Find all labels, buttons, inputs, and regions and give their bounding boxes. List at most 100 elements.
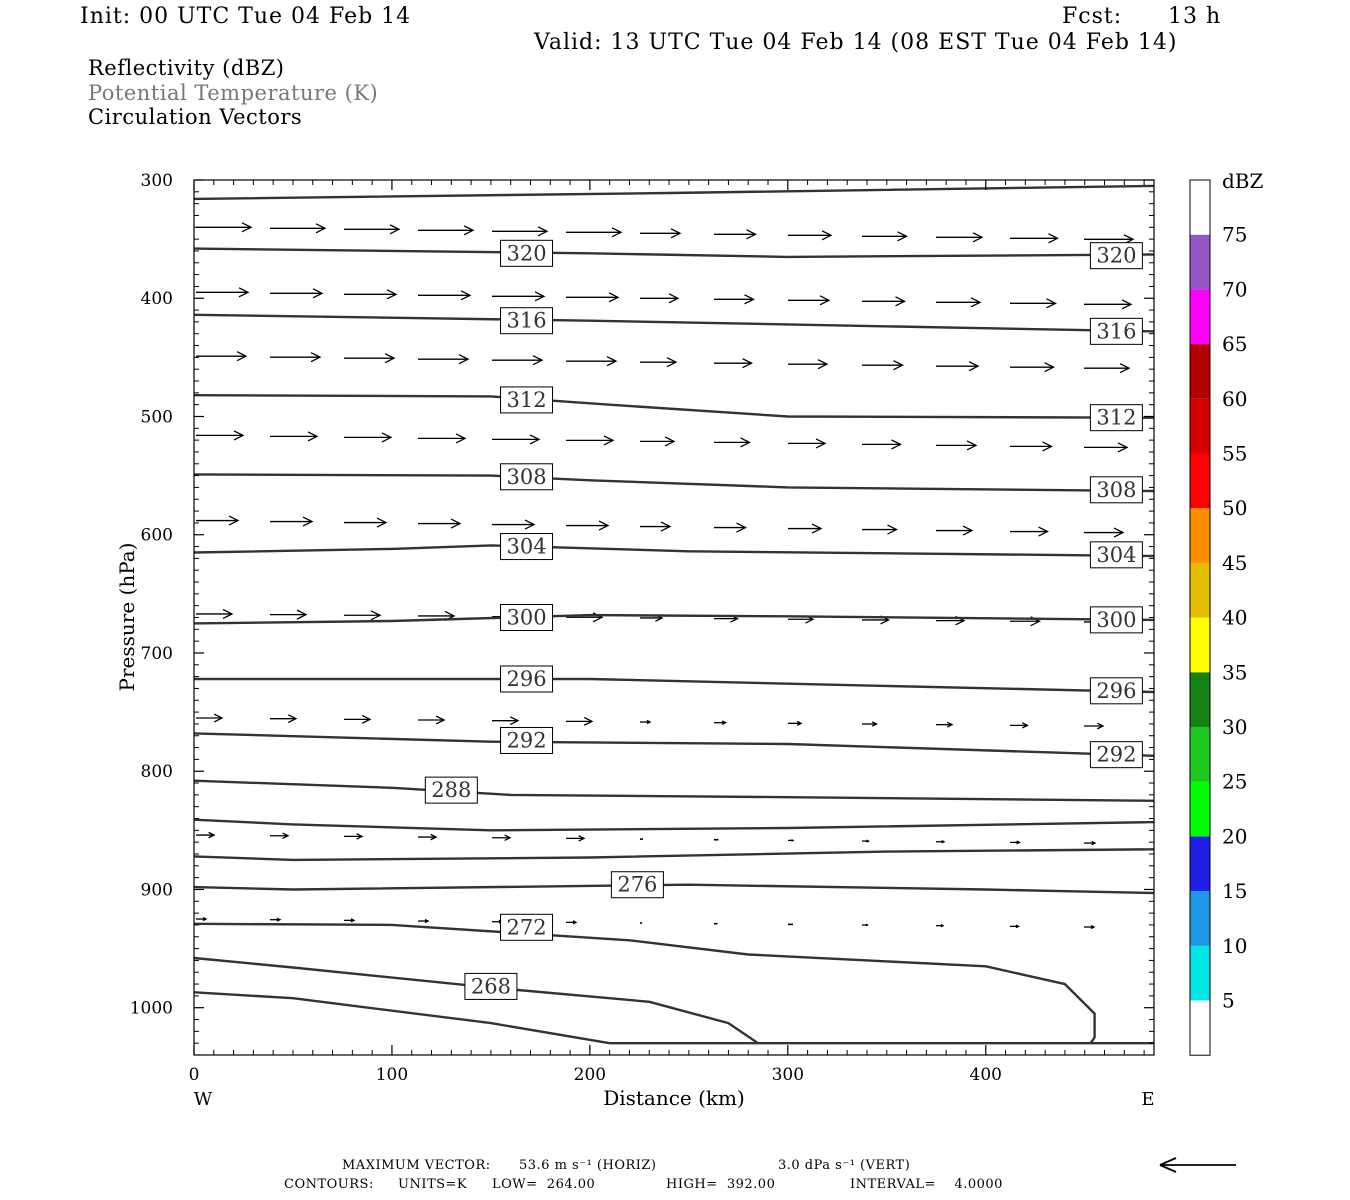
circulation-vector [344, 353, 396, 364]
colorbar-title: dBZ [1222, 169, 1264, 193]
field-reflectivity: Reflectivity (dBZ) [88, 56, 285, 80]
circulation-vector [936, 297, 982, 308]
circulation-vector [492, 519, 536, 530]
circulation-vector [936, 440, 978, 451]
circulation-vector [862, 296, 906, 307]
circulation-vector [566, 356, 618, 367]
colorbar-tick-label: 40 [1222, 606, 1247, 630]
theta-contour [194, 313, 1154, 333]
y-tick-label: 500 [141, 407, 173, 427]
circulation-vector [1010, 298, 1057, 309]
theta-contour [194, 247, 1154, 259]
circulation-vector [566, 716, 594, 726]
circulation-vector [196, 831, 216, 839]
y-axis-title: Pressure (hPa) [115, 543, 139, 692]
colorbar-segment [1190, 453, 1210, 509]
contour-label: 304 [500, 533, 554, 561]
contour-label: 316 [500, 307, 554, 335]
colorbar-segment [1190, 727, 1210, 782]
contours-label: CONTOURS: [284, 1177, 374, 1192]
contour-label: 276 [610, 871, 664, 899]
contours-units: UNITS=K [398, 1177, 468, 1192]
svg-text:296: 296 [506, 667, 546, 691]
circulation-vector [1010, 840, 1021, 845]
theta-contour [194, 544, 1154, 558]
circulation-vector [270, 917, 282, 922]
circulation-vector [1010, 233, 1059, 244]
circulation-vector [344, 289, 398, 300]
circulation-vector [270, 288, 324, 299]
colorbar-tick-label: 50 [1222, 496, 1247, 520]
circulation-vector [418, 433, 467, 444]
theta-contour [194, 677, 1154, 694]
colorbar-tick-label: 20 [1222, 824, 1247, 848]
theta-contour [194, 848, 1154, 862]
colorbar-tick-label: 15 [1222, 879, 1247, 903]
circulation-vector [344, 432, 393, 443]
y-tick-label: 1000 [130, 999, 173, 1019]
colorbar-segment [1190, 1000, 1210, 1056]
circulation-vector [196, 713, 224, 723]
circulation-vector [418, 918, 430, 924]
circulation-vector [492, 355, 544, 366]
circulation-vector [640, 436, 676, 447]
svg-text:316: 316 [506, 309, 546, 333]
circulation-vector [492, 434, 541, 445]
svg-text:316: 316 [1096, 319, 1136, 343]
contour-label: 316 [1089, 317, 1143, 345]
circulation-vector [862, 524, 898, 535]
circulation-vector [936, 232, 984, 243]
circulation-vector [566, 292, 620, 303]
y-tick-label: 700 [141, 644, 173, 664]
svg-text:300: 300 [506, 606, 546, 630]
circulation-vector [640, 357, 678, 368]
circulation-vector [1010, 441, 1053, 452]
contour-label: 272 [500, 913, 554, 941]
svg-text:268: 268 [471, 974, 511, 998]
circulation-vector [936, 361, 980, 372]
circulation-vector [862, 231, 908, 242]
colorbar-segment [1190, 836, 1210, 892]
colorbar-segment [1190, 891, 1210, 946]
contour-label: 320 [1089, 242, 1143, 270]
svg-text:276: 276 [617, 873, 657, 897]
contour-label: 312 [500, 386, 554, 414]
theta-contour [194, 779, 1154, 802]
circulation-vector [418, 715, 446, 725]
circulation-vector [196, 608, 234, 620]
contour-label: 292 [500, 726, 554, 754]
circulation-vector [344, 918, 356, 923]
x-tick-label: 200 [574, 1065, 606, 1085]
x-tick-label: 100 [376, 1065, 408, 1085]
circulation-vector [1010, 924, 1020, 929]
circulation-vector [344, 833, 364, 840]
theta-contour [194, 956, 759, 1045]
circulation-vector [640, 228, 682, 239]
circulation-vector [270, 609, 308, 620]
svg-text:292: 292 [506, 728, 546, 752]
circulation-vector [344, 517, 388, 528]
svg-text:288: 288 [431, 778, 471, 802]
circulation-vector [936, 525, 974, 536]
circulation-vector [418, 290, 472, 301]
circulation-vector [196, 515, 240, 526]
circulation-vector [1084, 722, 1105, 730]
circulation-vector [862, 721, 878, 727]
colorbar-tick-label: 10 [1222, 934, 1247, 958]
contour-label: 300 [500, 604, 554, 631]
circulation-vector [418, 225, 475, 236]
contour-label: 304 [1089, 541, 1143, 569]
circulation-vector [788, 230, 833, 241]
colorbar-segment [1190, 562, 1210, 618]
circulation-vector [788, 295, 831, 306]
circulation-vector [196, 916, 208, 922]
circulation-vector [862, 923, 869, 927]
svg-text:304: 304 [506, 535, 546, 559]
circulation-vector [1010, 722, 1029, 729]
circulation-vector [714, 720, 727, 725]
circulation-vector [270, 223, 327, 234]
circulation-vector [270, 431, 319, 442]
circulation-vector [566, 920, 578, 925]
circulation-vector [418, 354, 470, 365]
circulation-vector [270, 352, 322, 363]
